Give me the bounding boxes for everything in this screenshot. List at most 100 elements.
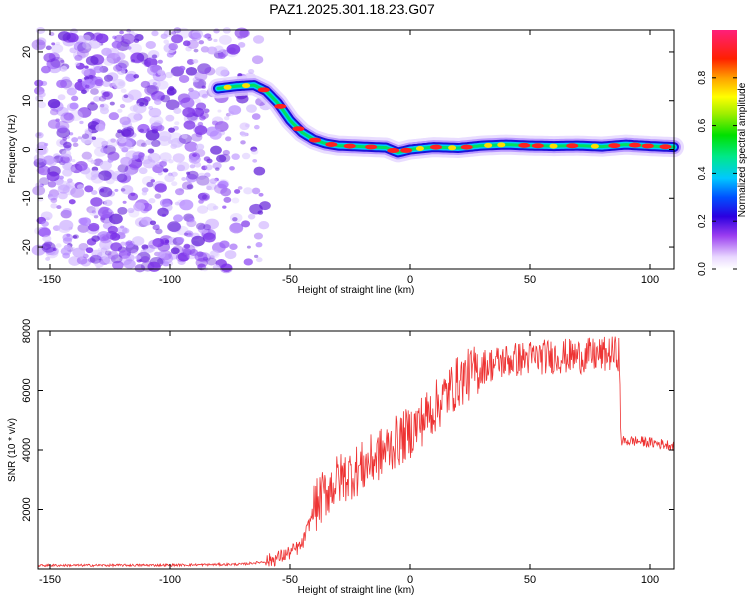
noise-blob: [152, 81, 158, 86]
noise-blob: [62, 207, 72, 216]
noise-blob: [250, 146, 258, 152]
ridge-hotspot: [415, 145, 424, 151]
noise-blob: [148, 107, 162, 118]
noise-blob: [223, 196, 232, 203]
noise-blob: [194, 125, 208, 136]
x-tick-label: 0: [407, 274, 413, 286]
noise-blob: [140, 80, 151, 89]
noise-blob: [40, 65, 51, 74]
noise-blob: [56, 79, 68, 89]
noise-blob: [101, 140, 109, 147]
noise-blob: [134, 264, 146, 273]
noise-blob: [183, 120, 196, 130]
noise-blob: [75, 62, 85, 70]
noise-blob: [170, 247, 180, 255]
noise-blob: [125, 73, 136, 82]
noise-blob: [139, 128, 144, 133]
noise-blob: [131, 236, 145, 246]
noise-blob: [114, 52, 126, 61]
noise-blob: [225, 112, 231, 117]
noise-blob: [78, 163, 88, 171]
noise-blob: [119, 116, 131, 126]
noise-blob: [112, 260, 124, 270]
noise-blob: [31, 39, 46, 51]
noise-blob: [189, 249, 199, 256]
noise-blob: [217, 52, 226, 59]
noise-blob: [141, 187, 149, 193]
noise-blob: [68, 166, 76, 172]
noise-blob: [47, 165, 61, 177]
noise-blob: [211, 120, 219, 126]
noise-blob: [123, 259, 136, 269]
noise-blob: [119, 104, 126, 109]
noise-blob: [204, 164, 213, 171]
noise-blob: [198, 40, 205, 45]
noise-blob: [234, 27, 249, 39]
noise-blob: [253, 124, 260, 130]
noise-blob: [229, 222, 244, 234]
noise-blob: [41, 241, 56, 253]
noise-blob: [51, 43, 64, 54]
noise-blob: [176, 236, 185, 244]
noise-blob: [127, 89, 142, 101]
noise-blob: [57, 184, 70, 194]
noise-blob: [47, 119, 61, 129]
noise-blob: [222, 205, 227, 209]
noise-blob: [72, 234, 79, 239]
noise-blob: [91, 210, 97, 214]
noise-blob: [169, 132, 183, 143]
noise-blob: [216, 128, 221, 133]
noise-blob: [88, 206, 101, 217]
noise-blob: [202, 194, 209, 200]
noise-blob: [84, 65, 89, 69]
noise-blob: [145, 40, 156, 49]
noise-blob: [191, 133, 203, 142]
noise-blob: [66, 87, 77, 96]
spectrogram-ylabel: Frequency (Hz): [7, 115, 18, 184]
noise-blob: [258, 221, 270, 230]
noise-blob: [175, 252, 189, 263]
noise-blob: [157, 171, 163, 176]
noise-blob: [173, 214, 184, 223]
noise-blob: [63, 112, 74, 121]
noise-blob: [171, 34, 184, 44]
noise-blob: [114, 188, 119, 192]
noise-blob: [252, 35, 265, 44]
noise-blob: [121, 120, 133, 129]
noise-blob: [35, 131, 44, 139]
noise-blob: [188, 154, 201, 165]
noise-blob: [133, 202, 146, 212]
noise-blob: [154, 193, 162, 199]
noise-blob: [77, 42, 92, 54]
noise-blob: [165, 99, 180, 111]
noise-blob: [191, 235, 205, 247]
y-tick-label: 0: [21, 146, 33, 152]
noise-blob: [90, 197, 103, 207]
noise-blob: [108, 209, 113, 213]
noise-blob: [76, 184, 85, 190]
noise-blob: [150, 179, 156, 183]
noise-blob: [71, 95, 79, 102]
noise-blob: [243, 187, 253, 195]
noise-blob: [56, 205, 62, 210]
noise-blob: [117, 108, 123, 113]
noise-blob: [244, 123, 251, 128]
noise-blob: [203, 34, 208, 38]
x-tick-label: 100: [641, 574, 659, 586]
noise-blob: [60, 155, 70, 164]
noise-blob: [210, 145, 222, 155]
noise-blob: [178, 74, 190, 83]
noise-blob: [251, 113, 261, 120]
noise-blob: [181, 244, 196, 255]
noise-blob: [193, 82, 199, 87]
noise-blob: [194, 98, 201, 104]
noise-blob: [57, 31, 71, 41]
ridge-hotspot: [274, 103, 287, 109]
noise-blob: [256, 257, 263, 263]
snr-background: [38, 331, 674, 569]
x-tick-label: 100: [641, 274, 659, 286]
x-tick-label: -50: [282, 274, 298, 286]
ridge-hotspot: [518, 142, 531, 148]
noise-blob: [99, 107, 110, 115]
noise-blob: [225, 136, 232, 142]
